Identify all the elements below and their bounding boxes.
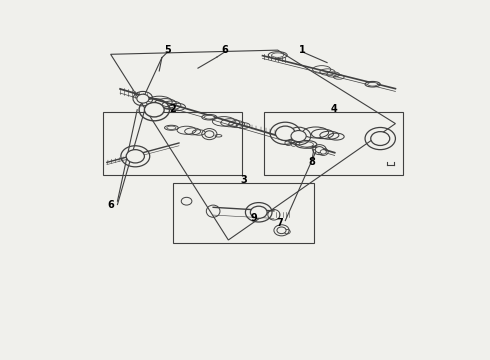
Text: 7: 7 <box>276 219 283 228</box>
Bar <box>103 112 242 175</box>
Bar <box>265 112 403 175</box>
Ellipse shape <box>271 53 284 57</box>
Ellipse shape <box>320 150 326 154</box>
Text: 5: 5 <box>164 45 171 55</box>
Ellipse shape <box>275 126 295 140</box>
Ellipse shape <box>368 82 378 86</box>
Text: 6: 6 <box>107 201 114 210</box>
Ellipse shape <box>126 150 145 163</box>
Text: 4: 4 <box>331 104 337 114</box>
Ellipse shape <box>145 103 164 117</box>
Ellipse shape <box>250 206 267 219</box>
Bar <box>173 183 314 243</box>
Text: 2: 2 <box>169 104 176 114</box>
Ellipse shape <box>371 132 390 145</box>
Text: 3: 3 <box>240 175 247 185</box>
Ellipse shape <box>299 142 314 147</box>
Ellipse shape <box>204 116 214 119</box>
Text: 8: 8 <box>308 157 316 167</box>
Ellipse shape <box>137 94 149 103</box>
Ellipse shape <box>277 227 286 234</box>
Ellipse shape <box>205 131 214 138</box>
Text: 9: 9 <box>251 213 258 223</box>
Ellipse shape <box>291 131 306 141</box>
Ellipse shape <box>315 147 324 153</box>
Text: 1: 1 <box>299 45 306 55</box>
Ellipse shape <box>167 126 176 129</box>
Text: 6: 6 <box>221 45 228 55</box>
